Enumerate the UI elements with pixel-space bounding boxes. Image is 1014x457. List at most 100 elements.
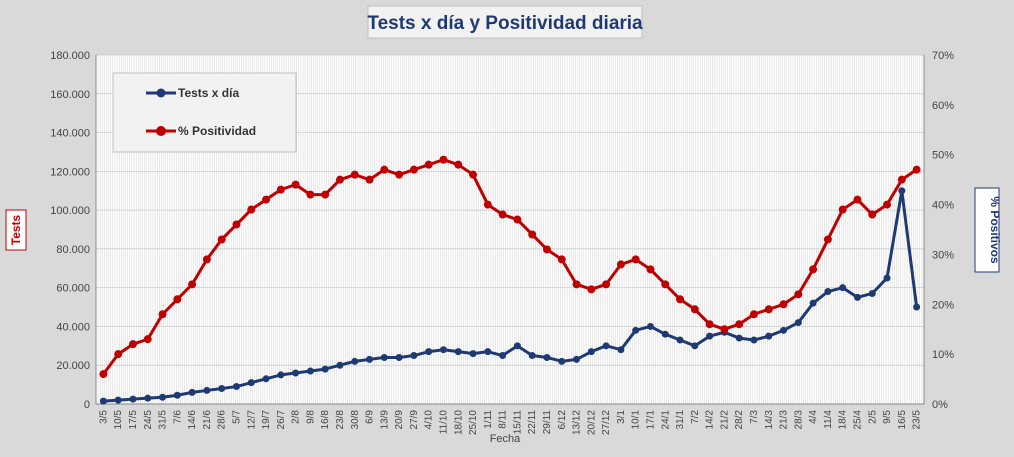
data-point-positividad <box>143 335 152 344</box>
data-point-positividad <box>173 295 182 304</box>
y-left-tick-label: 140.000 <box>50 128 90 140</box>
x-tick-label: 25/10 <box>468 410 479 435</box>
x-tick-label: 2/8 <box>291 410 302 424</box>
x-tick-label: 6/9 <box>365 410 376 424</box>
data-point-tests <box>203 386 211 394</box>
data-point-positividad <box>749 310 758 319</box>
data-point-positividad <box>217 235 226 244</box>
y-axis-right-label-box <box>974 187 1000 273</box>
data-point-positividad <box>794 290 803 299</box>
x-tick-label: 20/12 <box>586 410 597 435</box>
data-point-tests <box>632 326 640 334</box>
x-tick-label: 23/5 <box>912 410 923 430</box>
data-point-tests <box>262 375 270 383</box>
data-point-tests <box>602 342 610 350</box>
data-point-tests <box>306 367 314 375</box>
y-left-tick-label: 180.000 <box>50 50 90 62</box>
data-point-tests <box>513 342 521 350</box>
x-tick-label: 7/6 <box>172 410 183 424</box>
y-left-tick-label: 40.000 <box>56 321 90 333</box>
chart-title: Tests x día y Positividad diaria <box>367 13 643 34</box>
data-point-tests <box>543 353 551 361</box>
data-point-positividad <box>365 175 374 184</box>
x-tick-label: 2/5 <box>867 410 878 424</box>
data-point-positividad <box>779 300 788 309</box>
data-point-tests <box>898 187 906 195</box>
x-tick-label: 14/2 <box>705 410 716 430</box>
data-point-positividad <box>602 280 611 289</box>
data-point-positividad <box>350 170 359 179</box>
data-point-tests <box>499 352 507 360</box>
y-left-tick-label: 80.000 <box>56 244 90 256</box>
data-point-tests <box>646 322 654 330</box>
data-point-tests <box>277 371 285 379</box>
data-point-tests <box>794 319 802 327</box>
data-point-tests <box>913 303 921 311</box>
axes-layer: 0 20.000 40.000 60.000 80.000 100.000 120.000 1… <box>50 50 954 435</box>
data-point-positividad <box>306 190 315 199</box>
data-point-tests <box>853 293 861 301</box>
data-point-positividad <box>380 165 389 174</box>
data-point-positividad <box>454 160 463 169</box>
x-tick-label: 24/1 <box>660 410 671 430</box>
x-tick-label: 13/12 <box>572 410 583 435</box>
y-left-tick-label: 0 <box>84 399 90 411</box>
x-axis-label: Fecha <box>490 433 521 445</box>
x-tick-label: 16/8 <box>320 410 331 430</box>
y-right-tick-label: 0% <box>932 399 948 411</box>
y-right-tick-label: 60% <box>932 100 954 112</box>
data-point-positividad <box>409 165 418 174</box>
x-tick-label: 6/12 <box>557 410 568 430</box>
x-tick-label: 21/2 <box>719 410 730 430</box>
data-point-tests <box>661 330 669 338</box>
data-point-positividad <box>646 265 655 274</box>
data-point-tests <box>380 353 388 361</box>
x-tick-label: 31/1 <box>675 410 686 430</box>
data-point-positividad <box>321 190 330 199</box>
y-left-tick-label: 100.000 <box>50 205 90 217</box>
data-point-positividad <box>247 205 256 214</box>
y-left-tick-label: 120.000 <box>50 166 90 178</box>
data-point-tests <box>366 355 374 363</box>
x-tick-label: 4/4 <box>808 410 819 424</box>
x-tick-label: 18/4 <box>838 410 849 430</box>
y-left-tick-label: 60.000 <box>56 283 90 295</box>
x-tick-label: 29/11 <box>542 410 553 435</box>
data-point-positividad <box>897 175 906 184</box>
data-point-tests <box>765 332 773 340</box>
x-tick-label: 10/5 <box>113 410 124 430</box>
data-point-tests <box>868 289 876 297</box>
data-point-tests <box>173 391 181 399</box>
x-tick-label: 9/8 <box>305 410 316 424</box>
x-tick-label: 31/5 <box>158 410 169 430</box>
x-tick-label: 7/2 <box>690 410 701 424</box>
data-point-tests <box>587 348 595 356</box>
x-tick-label: 26/7 <box>276 410 287 430</box>
x-tick-label: 23/8 <box>335 410 346 430</box>
x-tick-label: 11/4 <box>823 410 834 429</box>
x-tick-label: 17/1 <box>645 410 656 430</box>
data-point-positividad <box>395 170 404 179</box>
x-tick-label: 19/7 <box>261 410 272 430</box>
legend-box <box>112 72 297 153</box>
data-point-tests <box>336 361 344 369</box>
y-axis-right-label: % Positivos <box>988 196 1002 264</box>
x-tick-label: 14/3 <box>764 410 775 430</box>
data-point-tests <box>218 384 226 392</box>
data-point-positividad <box>498 210 507 219</box>
data-point-tests <box>809 299 817 307</box>
data-point-positividad <box>883 200 892 209</box>
data-point-positividad <box>202 255 211 264</box>
x-tick-label: 17/5 <box>128 410 139 430</box>
data-point-positividad <box>158 310 167 319</box>
legend-marker-tests <box>156 88 166 98</box>
data-point-tests <box>484 348 492 356</box>
data-point-tests <box>706 332 714 340</box>
x-tick-label: 24/5 <box>143 410 154 430</box>
data-point-tests <box>469 350 477 358</box>
x-tick-label: 10/1 <box>631 410 642 430</box>
x-tick-label: 5/7 <box>231 410 242 424</box>
data-point-tests <box>454 348 462 356</box>
